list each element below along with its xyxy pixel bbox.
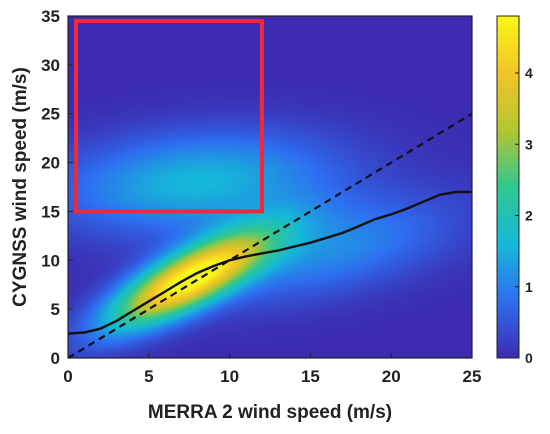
- x-tick-label: 0: [63, 367, 72, 386]
- colorbar-tick-label: 2: [525, 208, 533, 224]
- y-axis-label: CYGNSS wind speed (m/s): [10, 67, 31, 307]
- colorbar: [496, 15, 520, 359]
- colorbar-tick-label: 4: [525, 65, 533, 81]
- y-tick-label: 10: [41, 251, 60, 270]
- x-axis-ticks: 0 5 10 15 20 25: [63, 353, 481, 386]
- colorbar-tick-label: 0: [525, 350, 533, 366]
- y-tick-label: 0: [51, 349, 60, 368]
- colorbar-ticks: 0 1 2 3 4: [515, 65, 533, 366]
- y-tick-label: 15: [41, 202, 60, 221]
- y-tick-label: 35: [41, 7, 60, 26]
- x-tick-label: 5: [144, 367, 153, 386]
- x-tick-label: 20: [382, 367, 401, 386]
- x-axis-label: MERRA 2 wind speed (m/s): [148, 402, 392, 423]
- x-tick-label: 10: [220, 367, 239, 386]
- plot-frame: [67, 15, 473, 359]
- y-axis-ticks: 0 5 10 15 20 25 30 35: [41, 7, 73, 368]
- y-tick-label: 20: [41, 154, 60, 173]
- colorbar-tick-label: 3: [525, 136, 533, 152]
- y-tick-label: 30: [41, 56, 60, 75]
- x-tick-label: 25: [463, 367, 482, 386]
- y-tick-label: 25: [41, 105, 60, 124]
- mean-curve: [68, 190, 472, 335]
- highlight-box: [74, 18, 264, 214]
- density-heatmap: [68, 16, 472, 358]
- x-tick-label: 15: [301, 367, 320, 386]
- colorbar-tick-label: 1: [525, 279, 533, 295]
- reference-line: [68, 112, 472, 358]
- y-tick-label: 5: [51, 300, 60, 319]
